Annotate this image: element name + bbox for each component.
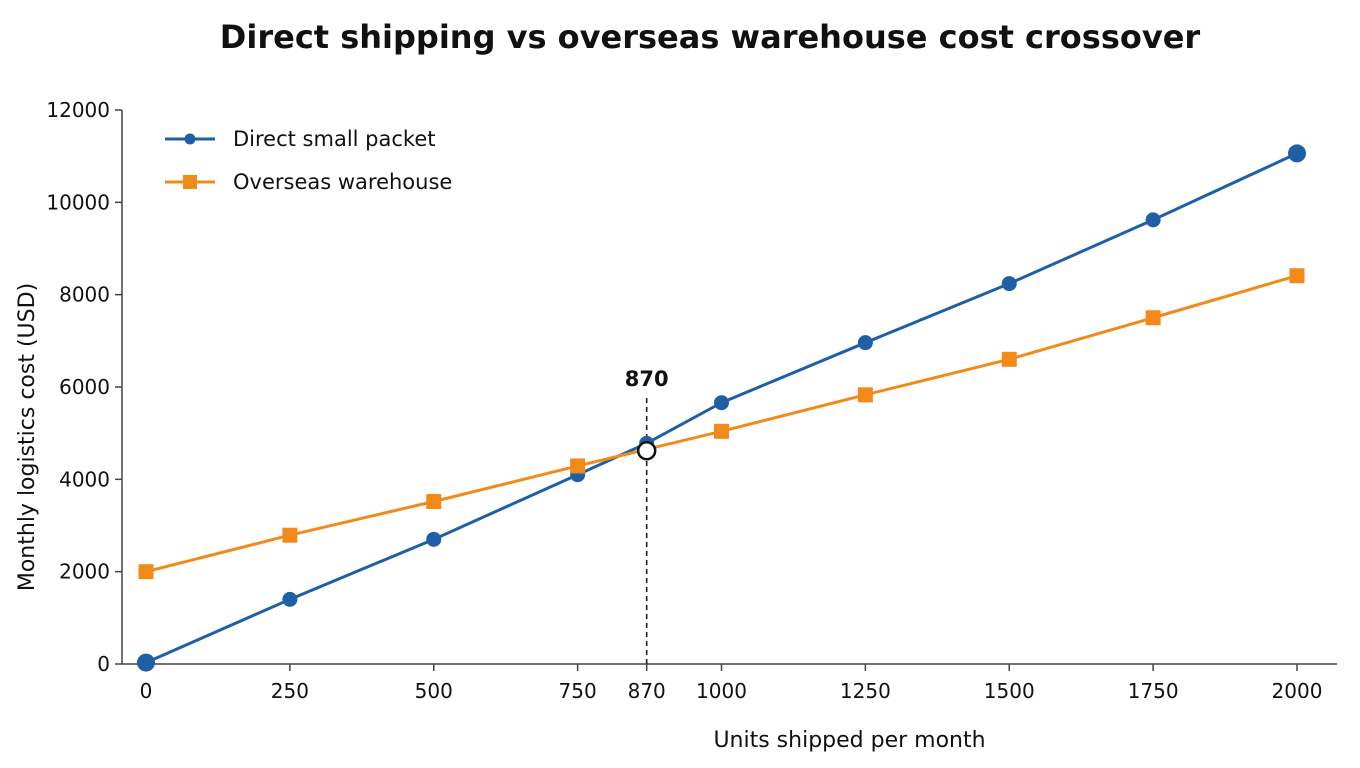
chart-title: Direct shipping vs overseas warehouse co… xyxy=(219,18,1201,56)
series-1-point xyxy=(282,591,298,607)
y-tick-label: 0 xyxy=(97,652,110,676)
series-2-point xyxy=(426,493,442,509)
series-1-point xyxy=(857,335,873,351)
x-tick-label: 1750 xyxy=(1128,679,1179,703)
x-tick-label: 1250 xyxy=(840,679,891,703)
crossover-marker xyxy=(636,440,657,461)
y-axis-label: Monthly logistics cost (USD) xyxy=(15,283,40,591)
series-2-point xyxy=(570,458,586,474)
y-tick-label: 12000 xyxy=(46,98,110,122)
series-1-point xyxy=(1001,276,1017,292)
y-tick-label: 8000 xyxy=(59,283,110,307)
series-2-point xyxy=(1145,310,1161,326)
series-line-1 xyxy=(145,152,1298,664)
x-tick-label: 750 xyxy=(559,679,597,703)
x-tick-label: 1500 xyxy=(984,679,1035,703)
y-tick-label: 2000 xyxy=(59,560,110,584)
series-1-point xyxy=(426,531,442,547)
y-tick-label: 10000 xyxy=(46,190,110,214)
legend-label-2: Overseas warehouse xyxy=(233,170,452,194)
y-tick-label: 4000 xyxy=(59,467,110,491)
series-2-point xyxy=(714,423,729,439)
legend-label-1: Direct small packet xyxy=(233,127,435,151)
series-1-point xyxy=(1288,144,1306,163)
x-tick-label: 250 xyxy=(271,679,309,703)
y-tick-label: 6000 xyxy=(59,375,110,399)
series-2-point xyxy=(138,564,154,580)
series-1-point xyxy=(137,653,155,672)
x-tick-label: 0 xyxy=(140,679,153,703)
legend-marker-2 xyxy=(183,175,197,189)
x-tick-label: 2000 xyxy=(1272,679,1323,703)
x-axis-label: Units shipped per month xyxy=(713,728,985,753)
series-2-point xyxy=(857,387,873,403)
x-tick-label: 870 xyxy=(628,679,666,703)
crossover-label: 870 xyxy=(625,367,669,391)
x-tick-label: 500 xyxy=(415,679,453,703)
series-1-point xyxy=(1145,212,1161,228)
legend-marker-1 xyxy=(184,133,196,145)
series-line-2 xyxy=(145,274,1298,574)
series-1-point xyxy=(714,395,729,411)
series-2-point xyxy=(282,527,298,543)
series-2-point xyxy=(1289,268,1305,284)
series-2-point xyxy=(1001,351,1017,367)
x-tick-label: 1000 xyxy=(696,679,747,703)
